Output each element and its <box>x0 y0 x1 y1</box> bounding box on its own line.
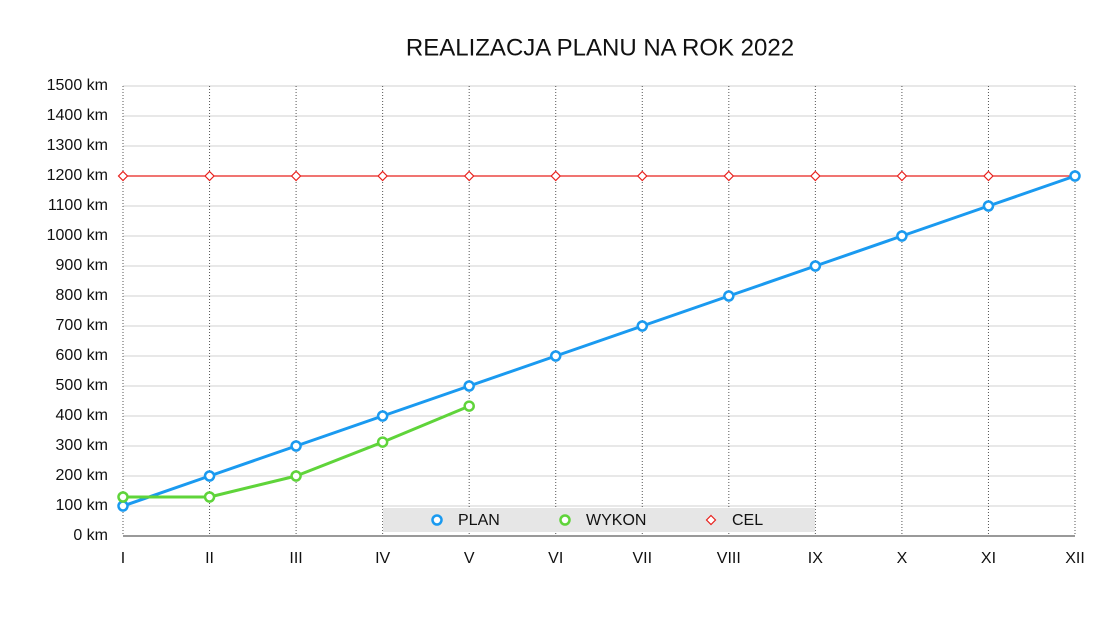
x-tick-label: III <box>289 550 302 567</box>
x-tick-label: XII <box>1065 550 1085 567</box>
y-tick-label: 800 km <box>56 287 108 304</box>
y-tick-label: 1300 km <box>47 137 108 154</box>
point <box>982 200 995 212</box>
series <box>117 170 1081 182</box>
x-tick-label: V <box>464 550 475 567</box>
legend-item: CEL <box>705 512 763 529</box>
point <box>117 500 129 512</box>
point <box>463 170 475 182</box>
y-tick-label: 200 km <box>56 467 108 484</box>
x-tick-label: VII <box>632 550 652 567</box>
point <box>809 260 822 272</box>
point <box>377 170 388 182</box>
legend-label: PLAN <box>458 512 500 529</box>
point <box>636 170 648 182</box>
legend-marker <box>705 514 717 526</box>
point <box>203 470 216 482</box>
y-tick-label: 1500 km <box>47 77 108 94</box>
legend-marker <box>559 514 571 526</box>
chart-title: REALIZACJA PLANU NA ROK 2022 <box>406 34 794 61</box>
legend: PLAN WYKON CEL <box>383 508 815 532</box>
point <box>117 170 129 182</box>
point <box>549 350 562 362</box>
y-tick-label: 0 km <box>73 527 108 544</box>
point <box>290 440 302 452</box>
x-tick-label: II <box>205 550 214 567</box>
point <box>463 400 475 412</box>
point <box>723 170 735 182</box>
legend-marker <box>431 514 443 526</box>
y-tick-label: 900 km <box>56 257 108 274</box>
legend-label: CEL <box>732 512 763 529</box>
x-tick-label: VIII <box>717 550 741 567</box>
point <box>983 170 994 182</box>
legend-item: PLAN <box>431 512 500 529</box>
y-tick-label: 600 km <box>56 347 108 364</box>
point <box>896 230 908 242</box>
point <box>117 491 129 503</box>
legend-label: WYKON <box>586 512 646 529</box>
x-tick-label: XI <box>981 550 996 567</box>
y-tick-label: 300 km <box>56 437 108 454</box>
point <box>723 290 735 302</box>
x-tick-label: VI <box>548 550 563 567</box>
point <box>290 170 302 182</box>
point <box>550 170 562 182</box>
x-tick-label: IV <box>375 550 390 567</box>
point <box>636 320 649 332</box>
series <box>117 400 475 503</box>
point <box>810 170 821 182</box>
point <box>203 491 216 503</box>
point <box>896 170 908 182</box>
series-line <box>122 174 1076 508</box>
y-tick-label: 1200 km <box>47 167 108 184</box>
series <box>117 170 1081 512</box>
y-tick-label: 1400 km <box>47 107 108 124</box>
point <box>376 410 389 422</box>
point <box>1069 170 1081 182</box>
y-tick-label: 100 km <box>56 497 108 514</box>
x-tick-label: IX <box>808 550 823 567</box>
y-tick-label: 1000 km <box>47 227 108 244</box>
point <box>463 380 475 392</box>
point <box>290 470 302 482</box>
grid <box>122 85 1076 537</box>
y-tick-label: 700 km <box>56 317 108 334</box>
legend-box <box>383 508 815 532</box>
y-tick-label: 1100 km <box>48 197 108 214</box>
y-tick-label: 400 km <box>56 407 108 424</box>
point <box>204 170 215 182</box>
point <box>376 436 389 448</box>
y-tick-label: 500 km <box>56 377 108 394</box>
x-tick-label: X <box>897 550 908 567</box>
legend-item: WYKON <box>559 512 646 529</box>
x-tick-label: I <box>121 550 125 567</box>
